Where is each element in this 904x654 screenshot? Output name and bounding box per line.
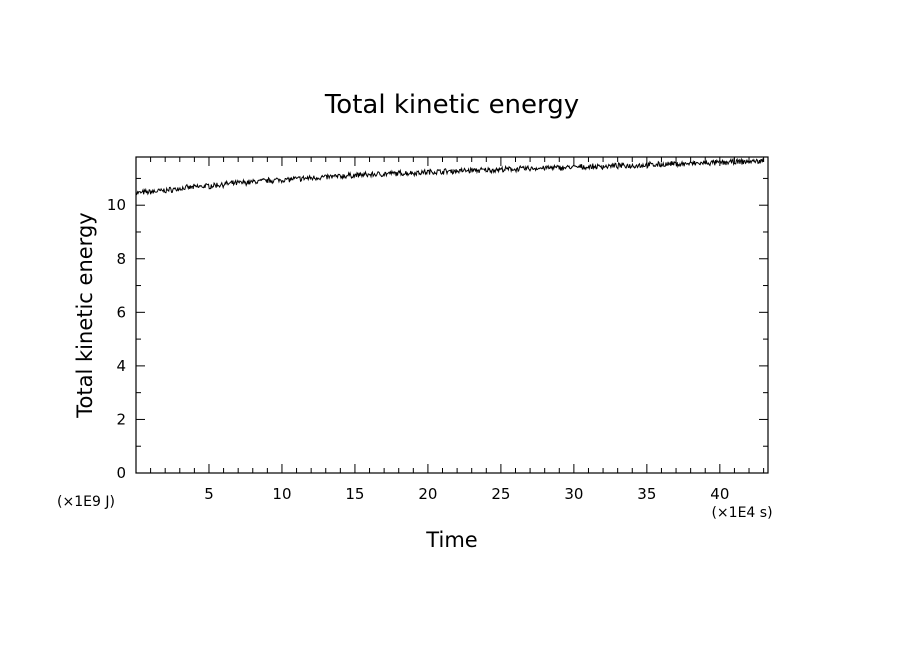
x-axis-unit: (×1E4 s) (711, 505, 772, 521)
x-tick-label: 40 (710, 485, 729, 503)
y-axis-unit: (×1E9 J) (57, 494, 115, 510)
y-tick-label: 0 (116, 464, 126, 482)
x-tick-label: 25 (491, 485, 510, 503)
x-tick-label: 35 (637, 485, 656, 503)
x-tick-label: 10 (272, 485, 291, 503)
plot-frame (135, 156, 769, 474)
series-line-kinetic-energy (135, 157, 765, 196)
y-tick-label: 8 (116, 250, 126, 268)
y-tick-label: 4 (116, 357, 126, 375)
chart-title: Total kinetic energy (324, 90, 579, 120)
tick-labels: 5 10 15 20 25 30 35 40 0 2 4 6 8 10 (107, 196, 729, 503)
y-tick-label: 10 (107, 196, 126, 214)
x-tick-label: 30 (564, 485, 583, 503)
y-axis-title: Total kinetic energy (73, 212, 97, 418)
x-tick-label: 20 (418, 485, 437, 503)
y-tick-label: 6 (116, 303, 126, 321)
x-tick-label: 15 (345, 485, 364, 503)
axis-ticks (136, 157, 768, 473)
x-axis-title: Time (425, 528, 477, 552)
y-tick-label: 2 (116, 410, 126, 428)
x-tick-label: 5 (204, 485, 214, 503)
